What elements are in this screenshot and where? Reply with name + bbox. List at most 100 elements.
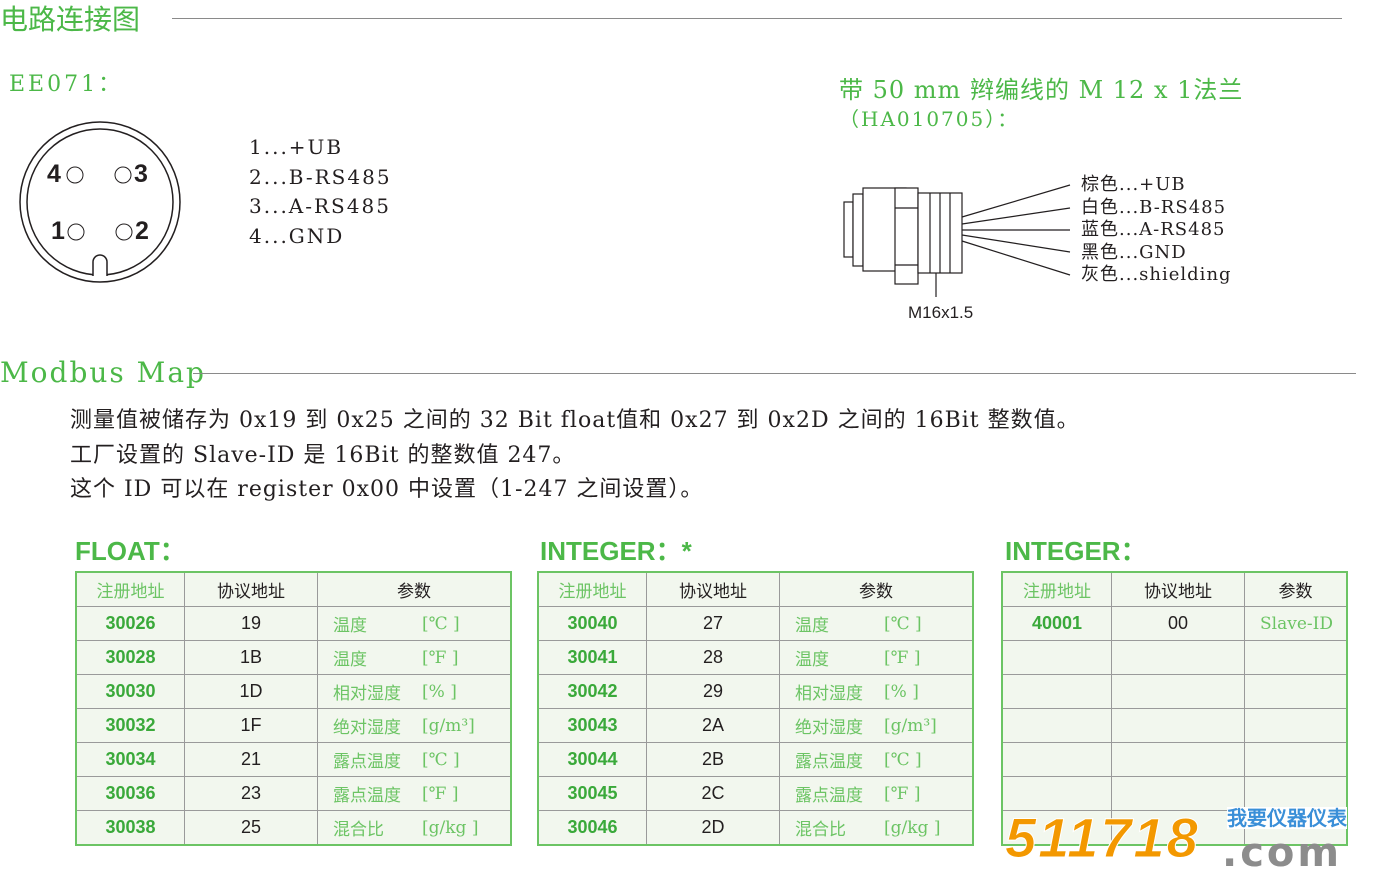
protocol-address: 1D <box>184 674 318 709</box>
register-address: 30038 <box>75 810 185 846</box>
parameter <box>1244 674 1348 709</box>
register-address: 40001 <box>1001 606 1112 641</box>
table-row: 30034 21 露点温度 [℃ ] <box>75 742 512 777</box>
parameter: 绝对湿度 [g/m³] <box>779 708 974 743</box>
flange-subtitle: （HA010705）： <box>839 107 1020 131</box>
parameter: 露点温度 [℉ ] <box>779 776 974 811</box>
section-title-circuit: 电路连接图 <box>0 3 141 36</box>
parameter: Slave-ID <box>1244 606 1348 641</box>
register-address <box>1001 640 1112 675</box>
pin-label: 3 <box>134 160 148 188</box>
table-row: 30036 23 露点温度 [℉ ] <box>75 776 512 811</box>
parameter <box>1244 640 1348 675</box>
protocol-address: 29 <box>646 674 780 709</box>
parameter-name: 温度 <box>795 616 829 636</box>
table-row <box>1001 708 1348 743</box>
register-address <box>1001 742 1112 777</box>
description-line: 测量值被储存为 0x19 到 0x25 之间的 32 Bit float值和 0… <box>70 408 1080 433</box>
register-address: 30043 <box>537 708 647 743</box>
table-row: 30040 27 温度 [℃ ] <box>537 606 974 641</box>
protocol-address: 21 <box>184 742 318 777</box>
watermark-logo-number: 511718 <box>1005 806 1200 869</box>
register-address: 30042 <box>537 674 647 709</box>
pinout-item: 4...GND <box>249 223 345 248</box>
watermark-logo-site: 我要仪器仪表 <box>1227 806 1347 830</box>
parameter: 温度 [℉ ] <box>317 640 512 675</box>
column-header: 协议地址 <box>646 571 780 607</box>
table-row: 30032 1F 绝对湿度 [g/m³] <box>75 708 512 743</box>
wire-item: 黑色...GND <box>1081 241 1187 263</box>
table-row: 30026 19 温度 [℃ ] <box>75 606 512 641</box>
table-title: FLOAT： <box>75 536 186 566</box>
protocol-address <box>1111 674 1245 709</box>
divider <box>193 373 1356 374</box>
parameter-unit: [g/kg ] <box>422 818 479 838</box>
section-title-modbus: Modbus Map <box>0 356 206 389</box>
protocol-address: 2D <box>646 810 780 846</box>
column-header: 协议地址 <box>1111 571 1245 607</box>
protocol-address: 19 <box>184 606 318 641</box>
table-title: INTEGER： <box>1005 536 1147 566</box>
protocol-address: 1F <box>184 708 318 743</box>
protocol-address: 2C <box>646 776 780 811</box>
protocol-address <box>1111 708 1245 743</box>
flange-cable-diagram <box>843 184 1071 297</box>
protocol-address: 2A <box>646 708 780 743</box>
connector-pin-diagram <box>19 121 181 283</box>
table-row <box>1001 742 1348 777</box>
parameter: 温度 [℃ ] <box>779 606 974 641</box>
table-header-row: 注册地址 协议地址 参数 <box>537 571 974 607</box>
column-header: 参数 <box>779 571 974 607</box>
wire-item: 棕色...+UB <box>1081 174 1186 195</box>
parameter-name: 绝对湿度 <box>333 718 401 738</box>
table-row: 40001 00 Slave-ID <box>1001 606 1348 641</box>
parameter-unit: [g/kg ] <box>884 818 941 838</box>
table-row: 30046 2D 混合比 [g/kg ] <box>537 810 974 846</box>
protocol-address: 27 <box>646 606 780 641</box>
table-header-row: 注册地址 协议地址 参数 <box>75 571 512 607</box>
parameter-name: 相对湿度 <box>795 684 863 704</box>
parameter-name: 温度 <box>333 616 367 636</box>
protocol-address: 28 <box>646 640 780 675</box>
parameter: 露点温度 [℉ ] <box>317 776 512 811</box>
wire-item: 白色...B-RS485 <box>1081 196 1227 218</box>
parameter-unit: [% ] <box>422 682 457 702</box>
parameter-unit: [℉ ] <box>884 648 921 668</box>
wire-color-list: 棕色...+UB 白色...B-RS485 蓝色...A-RS485 黑色...… <box>1081 174 1232 287</box>
wire-item: 灰色...shielding <box>1081 264 1232 285</box>
modbus-table: 注册地址 协议地址 参数 30026 19 温度 [℃ ] 30028 1B 温度 [℉ ] 3003… <box>75 571 512 846</box>
ee071-label: EE071： <box>9 72 124 97</box>
pin-label: 4 <box>47 160 61 188</box>
parameter: 混合比 [g/kg ] <box>317 810 512 846</box>
register-address <box>1001 674 1112 709</box>
column-header: 注册地址 <box>537 571 647 607</box>
table-row: 30043 2A 绝对湿度 [g/m³] <box>537 708 974 743</box>
parameter: 温度 [℃ ] <box>317 606 512 641</box>
table-row: 30041 28 温度 [℉ ] <box>537 640 974 675</box>
table-row: 30030 1D 相对湿度 [% ] <box>75 674 512 709</box>
parameter-unit: [℃ ] <box>884 750 922 770</box>
table-row: 30045 2C 露点温度 [℉ ] <box>537 776 974 811</box>
watermark-logo-tld: .com <box>1222 830 1343 876</box>
parameter-name: 露点温度 <box>795 752 863 772</box>
table-header-row: 注册地址 协议地址 参数 <box>1001 571 1348 607</box>
parameter-unit: [℉ ] <box>422 784 459 804</box>
register-address: 30036 <box>75 776 185 811</box>
modbus-description: 测量值被储存为 0x19 到 0x25 之间的 32 Bit float值和 0… <box>70 404 1080 508</box>
pinout-item: 1...+UB <box>249 135 344 159</box>
pinout-list: 1...+UB 2...B-RS485 3...A-RS485 4...GND <box>249 133 392 251</box>
pin-label: 2 <box>135 217 149 245</box>
protocol-address: 2B <box>646 742 780 777</box>
modbus-table: 注册地址 协议地址 参数 30040 27 温度 [℃ ] 30041 28 温度 [℉ ] 3004… <box>537 571 974 846</box>
register-address: 30046 <box>537 810 647 846</box>
parameter-name: 温度 <box>333 650 367 670</box>
table-row: 30038 25 混合比 [g/kg ] <box>75 810 512 846</box>
protocol-address <box>1111 810 1245 846</box>
pinout-item: 3...A-RS485 <box>249 194 391 218</box>
protocol-address <box>1111 640 1245 675</box>
parameter-unit: [℃ ] <box>422 750 460 770</box>
parameter <box>1244 742 1348 777</box>
parameter <box>1244 708 1348 743</box>
register-address: 30041 <box>537 640 647 675</box>
modbus-table: 注册地址 协议地址 参数 40001 00 Slave-ID <box>1001 571 1348 846</box>
